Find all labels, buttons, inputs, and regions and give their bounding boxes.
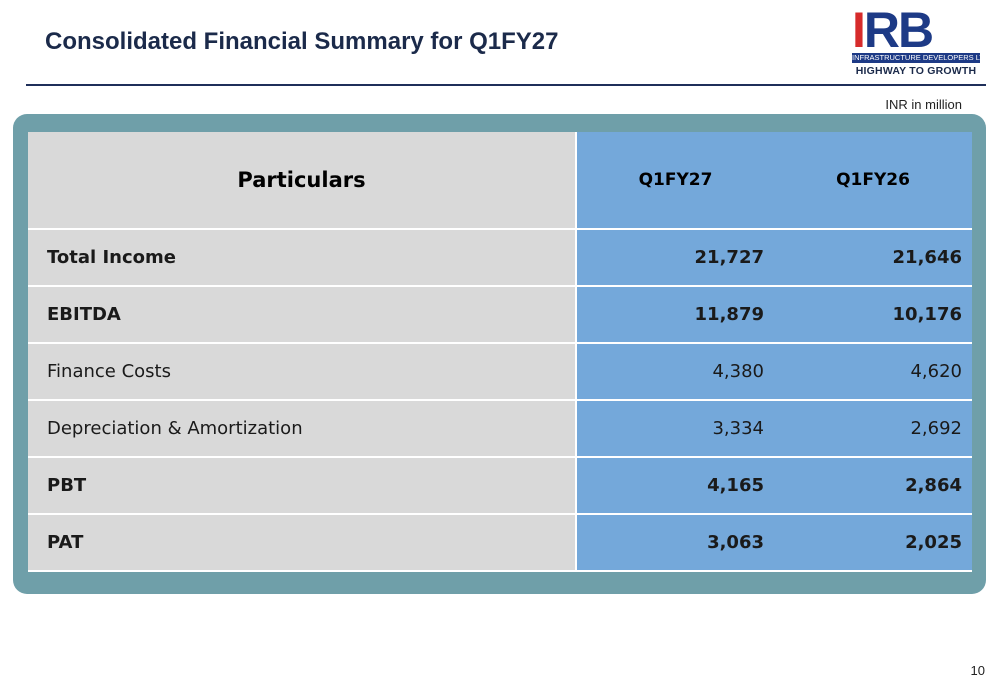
logo-tagline: HIGHWAY TO GROWTH	[855, 65, 977, 77]
row-value-q1fy26: 2,025	[774, 514, 972, 572]
row-value-q1fy26: 2,864	[774, 457, 972, 515]
logo-letter-i: I	[852, 2, 866, 58]
table-row: Finance Costs 4,380 4,620	[28, 343, 972, 401]
row-label: Depreciation & Amortization	[28, 400, 577, 458]
row-value-q1fy27: 21,727	[576, 229, 774, 287]
row-value-q1fy26: 4,620	[774, 343, 972, 401]
row-value-q1fy26: 21,646	[774, 229, 972, 287]
slide-title: Consolidated Financial Summary for Q1FY2…	[45, 28, 559, 55]
logo-letters-rb: RB	[863, 2, 934, 58]
row-value-q1fy27: 4,165	[576, 457, 774, 515]
table-row: PAT 3,063 2,025	[28, 514, 972, 572]
row-value-q1fy26: 2,692	[774, 400, 972, 458]
table-row: Depreciation & Amortization 3,334 2,692	[28, 400, 972, 458]
row-label: PAT	[28, 514, 577, 572]
page-number: 10	[970, 663, 985, 678]
row-value-q1fy27: 3,334	[576, 400, 774, 458]
row-label: Total Income	[28, 229, 577, 287]
financial-summary-table: Particulars Q1FY27 Q1FY26 Total Income 21…	[28, 132, 972, 572]
table-header-row: Particulars Q1FY27 Q1FY26	[28, 132, 972, 230]
row-value-q1fy27: 4,380	[576, 343, 774, 401]
row-label: Finance Costs	[28, 343, 577, 401]
logo-company-name: INFRASTRUCTURE DEVELOPERS LTD	[852, 53, 980, 63]
row-value-q1fy27: 11,879	[576, 286, 774, 344]
row-label: PBT	[28, 457, 577, 515]
table-row: EBITDA 11,879 10,176	[28, 286, 972, 344]
row-label: EBITDA	[28, 286, 577, 344]
header-q1fy27: Q1FY27	[576, 132, 774, 230]
logo-wordmark: I RB	[852, 2, 982, 58]
table-row: Total Income 21,727 21,646	[28, 229, 972, 287]
header-particulars: Particulars	[28, 132, 577, 230]
header-q1fy26: Q1FY26	[774, 132, 972, 230]
units-note: INR in million	[885, 97, 962, 112]
title-divider	[26, 84, 986, 86]
table-row: PBT 4,165 2,864	[28, 457, 972, 515]
row-value-q1fy27: 3,063	[576, 514, 774, 572]
irb-logo: I RB INFRASTRUCTURE DEVELOPERS LTD HIGHWA…	[850, 2, 982, 78]
row-value-q1fy26: 10,176	[774, 286, 972, 344]
